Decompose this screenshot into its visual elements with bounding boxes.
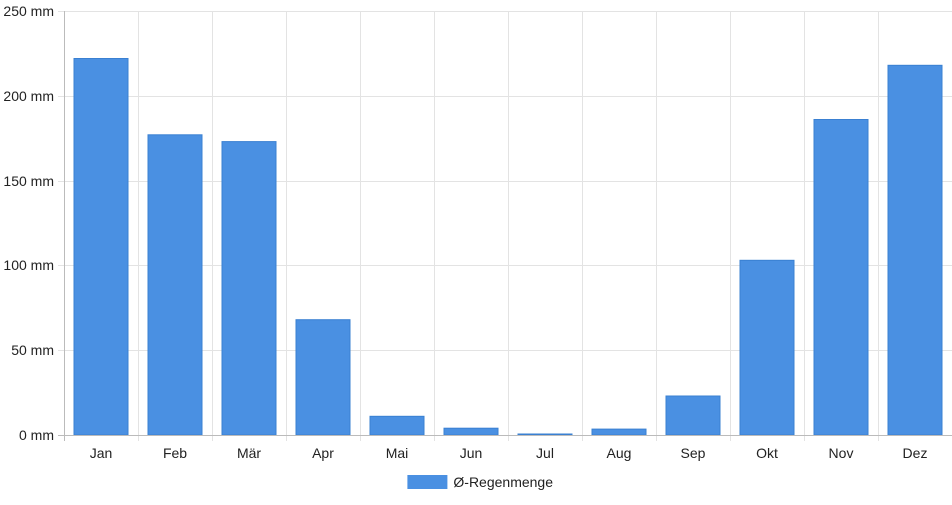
x-tick-label: Sep [681,445,706,461]
y-tick-label: 100 mm [3,257,54,273]
bar-aug[interactable] [591,428,647,436]
bar-feb[interactable] [147,134,203,436]
bar-nov[interactable] [813,119,869,436]
x-tick-label: Okt [756,445,778,461]
bar-series [73,58,943,436]
bar-mär[interactable] [221,141,277,436]
x-tick-label: Feb [163,445,187,461]
x-tick-label: Mär [237,445,261,461]
legend-label[interactable]: Ø-Regenmenge [453,474,553,490]
x-tick-label: Dez [903,445,928,461]
x-axis-tick-labels: Jan Feb Mär Apr Mai Jun Jul Aug Sep Okt Nov Dez [90,445,928,461]
legend[interactable]: Ø-Regenmenge [407,474,553,490]
x-tick-label: Mai [386,445,409,461]
y-tick-label: 200 mm [3,88,54,104]
x-tick-label: Jan [90,445,113,461]
y-tick-label: 50 mm [11,342,54,358]
x-tick-label: Apr [312,445,334,461]
grid-lines [58,11,952,441]
bar-okt[interactable] [739,259,795,436]
bar-dez[interactable] [887,64,943,436]
bar-mai[interactable] [369,415,425,436]
bar-jun[interactable] [443,427,499,436]
y-axis-tick-labels: 0 mm 50 mm 100 mm 150 mm 200 mm 250 mm [3,3,54,443]
y-tick-label: 150 mm [3,173,54,189]
bar-jul[interactable] [517,433,573,436]
legend-swatch[interactable] [407,475,448,489]
bar-sep[interactable] [665,395,721,436]
y-tick-label: 250 mm [3,3,54,19]
x-tick-label: Jun [460,445,483,461]
bar-apr[interactable] [295,319,351,436]
x-tick-label: Nov [829,445,854,461]
bar-jan[interactable] [73,58,129,436]
x-tick-label: Jul [536,445,554,461]
y-tick-label: 0 mm [19,427,54,443]
x-tick-label: Aug [607,445,632,461]
